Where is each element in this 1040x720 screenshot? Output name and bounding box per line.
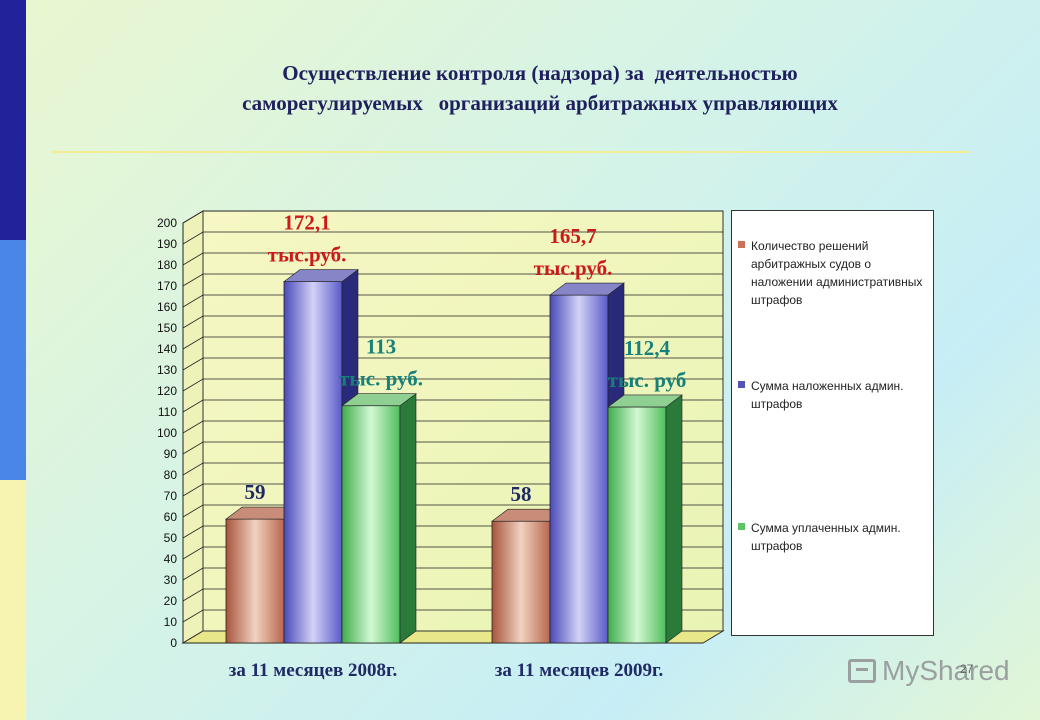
watermark: MyShared [848,655,1010,687]
y-tick-label: 160 [157,300,177,314]
slide-title-line-1: Осуществление контроля (надзора) за деят… [282,61,798,85]
data-label: 112,4 [624,336,671,360]
bar [283,281,343,644]
legend-swatch-imposed [738,381,745,388]
data-label: 172,1 [283,211,330,235]
legend-label-imposed: Сумма наложенных админ. штрафов [751,379,904,411]
gridline [182,231,723,245]
decor-stripe-middle [0,240,26,480]
y-tick-label: 40 [164,552,178,566]
gridline [182,273,723,287]
bar-side [665,394,683,644]
y-tick-label: 150 [157,321,177,335]
legend-label-paid: Сумма уплаченных админ. штрафов [751,521,901,553]
y-tick-label: 0 [170,636,177,650]
y-tick-label: 110 [158,405,177,419]
y-tick-label: 140 [157,342,177,356]
data-label: 59 [245,480,266,504]
legend-swatch-decisions [738,241,745,248]
y-tick-label: 10 [164,615,178,629]
slide-title-line-2: саморегулируемых организаций арбитражных… [242,91,838,115]
x-category-label: за 11 месяцев 2008г. [229,660,398,681]
y-tick-label: 120 [157,384,177,398]
bar-top [607,394,683,408]
data-label: тыс.руб. [534,256,613,280]
x-category-label: за 11 месяцев 2009г. [495,660,664,681]
data-label: 165,7 [549,224,596,248]
bar [341,405,401,644]
y-tick-label: 30 [164,573,178,587]
y-tick-label: 100 [157,426,177,440]
legend-item-paid: Сумма уплаченных админ. штрафов [738,519,929,555]
data-label: тыс.руб. [268,243,347,267]
decor-stripe-bottom [0,480,26,720]
y-tick-label: 170 [157,279,177,293]
bar-top [549,282,625,296]
y-tick-label: 70 [164,489,178,503]
decor-stripe-top [0,0,26,240]
bar [549,294,609,644]
data-label: 58 [511,482,532,506]
watermark-text: MyShared [882,655,1010,686]
y-tick-label: 130 [157,363,177,377]
y-tick-label: 90 [164,447,178,461]
cart-icon [848,659,876,683]
legend-label-decisions: Количество решений арбитражных судов о н… [751,239,923,307]
bar-side [399,393,417,644]
page-number: 27 [960,662,974,676]
legend-item-decisions: Количество решений арбитражных судов о н… [738,237,929,309]
y-tick-label: 200 [157,216,177,230]
bar [491,520,551,644]
gridline [182,252,723,266]
data-label: тыс. руб [608,368,687,392]
legend-swatch-paid [738,523,745,530]
bar [225,518,285,644]
gridline [182,210,723,224]
chart-legend: Количество решений арбитражных судов о н… [731,210,934,636]
y-tick-label: 190 [157,237,177,251]
data-label: тыс. руб. [339,367,423,391]
y-tick-label: 80 [164,468,178,482]
bar-top [283,269,359,282]
y-tick-label: 180 [157,258,177,272]
legend-item-imposed: Сумма наложенных админ. штрафов [738,377,929,413]
bar-top [341,393,417,407]
y-tick-label: 50 [164,531,178,545]
data-label: 113 [366,335,396,359]
y-tick-label: 60 [164,510,178,524]
title-divider [52,151,970,153]
slide-title: Осуществление контроля (надзора) за деят… [40,58,1040,118]
y-tick-label: 20 [164,594,178,608]
bar [607,406,667,644]
